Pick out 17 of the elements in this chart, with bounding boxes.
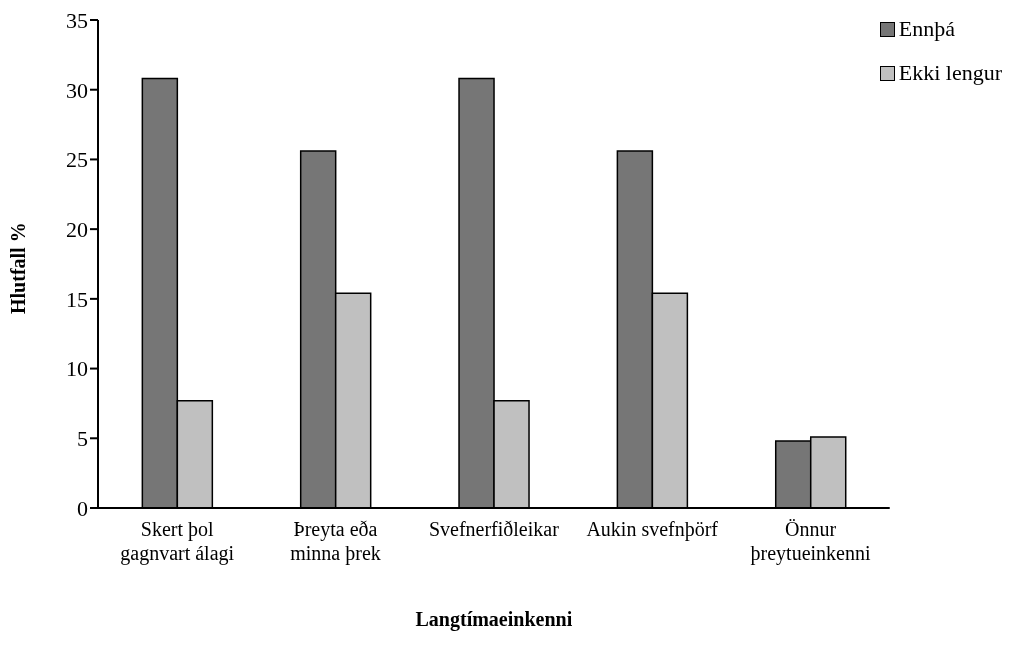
y-tick-label: 5 bbox=[77, 426, 88, 452]
y-tick-label: 30 bbox=[66, 77, 88, 103]
x-tick-label: Aukin svefnþörf bbox=[586, 518, 719, 541]
x-tick-label: Svefnerfiðleikar bbox=[428, 518, 560, 540]
y-tick-label: 10 bbox=[66, 356, 88, 382]
x-tick-label: Önnur þreytueinkenni bbox=[750, 518, 871, 565]
y-tick-label: 25 bbox=[66, 147, 88, 173]
y-axis-title: Hlutfall % bbox=[7, 222, 30, 314]
legend-label: Ennþá bbox=[898, 16, 955, 42]
x-tick-label: Skert þol gagnvart álagi bbox=[120, 518, 235, 565]
x-axis-title: Langtímaeinkenni bbox=[415, 608, 573, 631]
y-tick-label: 35 bbox=[66, 7, 88, 33]
y-tick-label: 0 bbox=[77, 495, 88, 521]
x-tick-label: Þreyta eða minna þrek bbox=[290, 518, 381, 565]
y-tick-label: 15 bbox=[66, 286, 88, 312]
y-tick-label: 20 bbox=[66, 216, 88, 242]
legend-label: Ekki lengur bbox=[898, 60, 1002, 86]
